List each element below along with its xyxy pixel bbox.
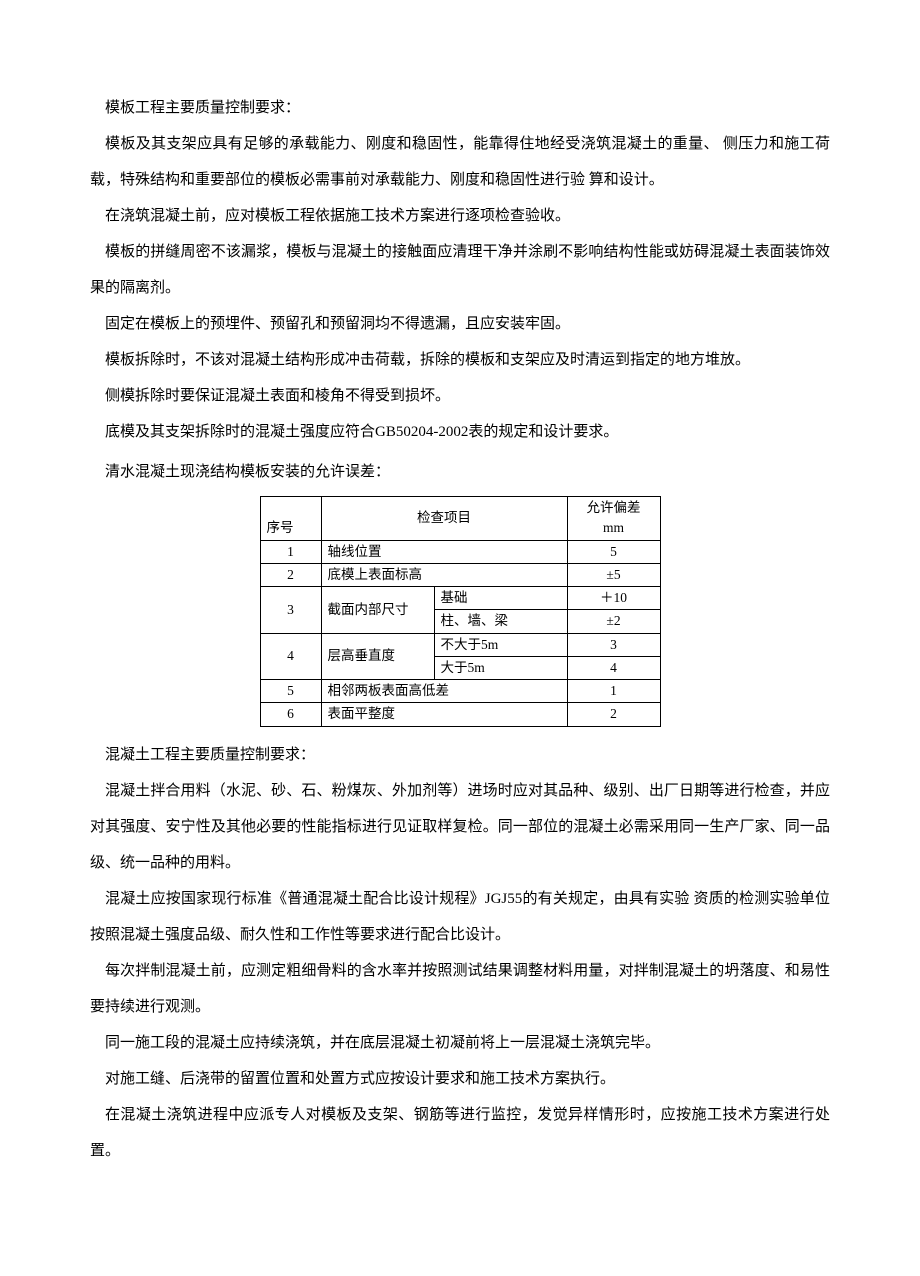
document-page: 模板工程主要质量控制要求： 模板及其支架应具有足够的承载能力、刚度和稳固性，能靠…: [0, 0, 920, 1229]
header-tolerance-label: 允许偏差: [567, 497, 660, 519]
table-row: 5 相邻两板表面高低差 1: [260, 680, 660, 703]
cell-item: 轴线位置: [321, 540, 567, 563]
cell-index: 2: [260, 563, 321, 586]
header-tolerance-unit: mm: [567, 518, 660, 540]
cell-tolerance: 1: [567, 680, 660, 703]
cell-item: 层高垂直度: [321, 633, 434, 680]
cell-tolerance: 4: [567, 656, 660, 679]
cell-index: 5: [260, 680, 321, 703]
concrete-para-3: 每次拌制混凝土前，应测定粗细骨料的含水率并按照测试结果调整材料用量，对拌制混凝土…: [90, 953, 830, 1025]
formwork-para-1: 模板及其支架应具有足够的承载能力、刚度和稳固性，能靠得住地经受浇筑混凝土的重量、…: [90, 126, 830, 198]
formwork-para-6: 侧模拆除时要保证混凝土表面和棱角不得受到损坏。: [90, 378, 830, 414]
concrete-para-5: 对施工缝、后浇带的留置位置和处置方式应按设计要求和施工技术方案执行。: [90, 1061, 830, 1097]
concrete-para-2: 混凝土应按国家现行标准《普通混凝土配合比设计规程》JGJ55的有关规定，由具有实…: [90, 881, 830, 953]
cell-tolerance: 2: [567, 703, 660, 726]
cell-item: 截面内部尺寸: [321, 587, 434, 634]
cell-tolerance: ＋10: [567, 587, 660, 610]
cell-tolerance: 3: [567, 633, 660, 656]
concrete-para-4: 同一施工段的混凝土应持续浇筑，并在底层混凝土初凝前将上一层混凝土浇筑完毕。: [90, 1025, 830, 1061]
cell-index: 4: [260, 633, 321, 680]
header-item: 检查项目: [321, 497, 567, 541]
cell-item: 表面平整度: [321, 703, 567, 726]
formwork-para-5: 模板拆除时，不该对混凝土结构形成冲击荷载，拆除的模板和支架应及时清运到指定的地方…: [90, 342, 830, 378]
formwork-title: 模板工程主要质量控制要求：: [90, 90, 830, 126]
table-row: 4 层高垂直度 不大于5m 3: [260, 633, 660, 656]
cell-subitem: 大于5m: [434, 656, 567, 679]
table-header-row: 序号 检查项目 允许偏差: [260, 497, 660, 519]
formwork-para-3: 模板的拼缝周密不该漏浆，模板与混凝土的接触面应清理干净并涂刷不影响结构性能或妨碍…: [90, 234, 830, 306]
table-row: 2 底模上表面标高 ±5: [260, 563, 660, 586]
tolerance-table: 序号 检查项目 允许偏差 mm 1 轴线位置 5 2 底模上表面标高 ±5 3 …: [260, 496, 661, 727]
cell-subitem: 柱、墙、梁: [434, 610, 567, 633]
cell-tolerance: ±5: [567, 563, 660, 586]
header-index: 序号: [260, 497, 321, 541]
cell-subitem: 基础: [434, 587, 567, 610]
concrete-para-6: 在混凝土浇筑进程中应派专人对模板及支架、钢筋等进行监控，发觉异样情形时，应按施工…: [90, 1097, 830, 1169]
cell-tolerance: ±2: [567, 610, 660, 633]
table-row: 1 轴线位置 5: [260, 540, 660, 563]
concrete-para-1: 混凝土拌合用料（水泥、砂、石、粉煤灰、外加剂等）进场时应对其品种、级别、出厂日期…: [90, 773, 830, 881]
formwork-para-4: 固定在模板上的预埋件、预留孔和预留洞均不得遗漏，且应安装牢固。: [90, 306, 830, 342]
tolerance-table-caption: 清水混凝土现浇结构模板安装的允许误差：: [90, 454, 830, 490]
cell-index: 6: [260, 703, 321, 726]
cell-item: 相邻两板表面高低差: [321, 680, 567, 703]
table-row: 6 表面平整度 2: [260, 703, 660, 726]
formwork-para-2: 在浇筑混凝土前，应对模板工程依据施工技术方案进行逐项检查验收。: [90, 198, 830, 234]
cell-index: 1: [260, 540, 321, 563]
table-row: 3 截面内部尺寸 基础 ＋10: [260, 587, 660, 610]
cell-item: 底模上表面标高: [321, 563, 567, 586]
formwork-para-7: 底模及其支架拆除时的混凝土强度应符合GB50204-2002表的规定和设计要求。: [90, 414, 830, 450]
cell-subitem: 不大于5m: [434, 633, 567, 656]
cell-index: 3: [260, 587, 321, 634]
concrete-title: 混凝土工程主要质量控制要求：: [90, 737, 830, 773]
cell-tolerance: 5: [567, 540, 660, 563]
